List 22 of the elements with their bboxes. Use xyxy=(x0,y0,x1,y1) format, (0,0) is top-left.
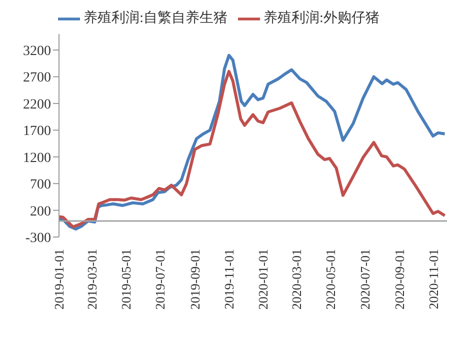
legend-label: 养殖利润:外购仔猪 xyxy=(264,11,380,26)
x-tick-label: 2020-09-01 xyxy=(392,249,407,310)
y-tick-label: 3200 xyxy=(23,44,51,59)
y-tick-label: 2200 xyxy=(23,97,51,112)
x-tick-label: 2020-05-01 xyxy=(323,249,338,310)
x-tick-label: 2020-03-01 xyxy=(289,249,304,310)
y-tick-label: 1200 xyxy=(23,150,51,166)
x-tick-label: 2020-11-01 xyxy=(426,249,442,310)
y-tick-label: 2700 xyxy=(23,70,51,86)
x-tick-label: 2019-03-01 xyxy=(84,249,100,310)
x-tick-label: 2020-07-01 xyxy=(357,249,372,310)
x-tick-label: 2019-07-01 xyxy=(152,249,168,310)
x-tick-label: 2019-01-01 xyxy=(52,249,66,310)
y-tick-label: 1700 xyxy=(23,124,51,140)
y-tick-label: 700 xyxy=(30,178,51,193)
x-tick-label: 2020-01-01 xyxy=(256,249,271,310)
x-tick-label: 2019-09-01 xyxy=(187,249,202,310)
legend-label: 养殖利润:自繁自养生猪 xyxy=(84,11,228,26)
y-tick-label: -300 xyxy=(25,230,51,246)
x-tick-label: 2019-11-01 xyxy=(221,249,236,310)
x-tick-label: 2019-05-01 xyxy=(118,249,134,310)
y-tick-label: 200 xyxy=(30,204,51,220)
